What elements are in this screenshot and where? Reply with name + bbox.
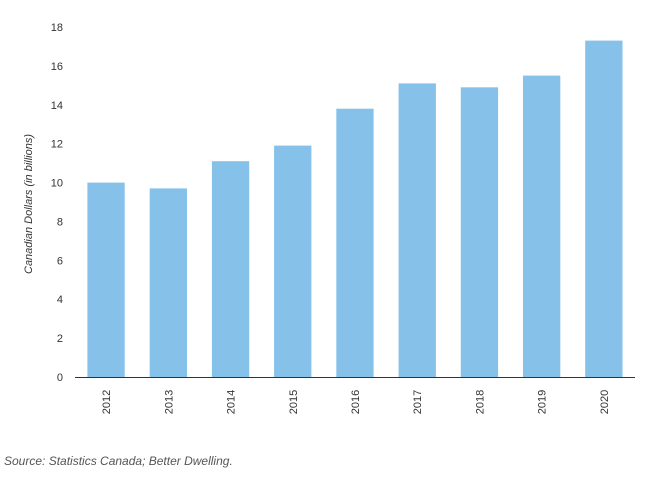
- x-tick-label: 2018: [474, 390, 486, 414]
- y-tick-label: 2: [57, 333, 63, 345]
- y-axis: 0 2 4 6 8 10 12 14 16 18: [51, 22, 63, 384]
- y-tick-label: 14: [51, 100, 63, 112]
- x-tick-label: 2016: [350, 390, 362, 414]
- bar-2017: [398, 83, 436, 378]
- bars: [87, 40, 623, 378]
- bar-2015: [274, 145, 312, 377]
- x-tick-label: 2012: [101, 390, 113, 414]
- source-note: Source: Statistics Canada; Better Dwelli…: [4, 454, 233, 468]
- bar-2019: [523, 75, 561, 377]
- y-tick-label: 16: [51, 61, 63, 73]
- x-tick-label: 2015: [288, 390, 300, 414]
- bar-2016: [336, 108, 374, 377]
- y-tick-label: 4: [57, 294, 63, 306]
- y-tick-label: 18: [51, 22, 63, 34]
- y-tick-label: 8: [57, 216, 63, 228]
- x-tick-label: 2014: [226, 390, 238, 414]
- x-tick-label: 2020: [599, 390, 611, 414]
- y-axis-label: Canadian Dollars (in billions): [23, 134, 35, 274]
- y-tick-label: 0: [57, 372, 63, 384]
- bar-2013: [149, 188, 187, 377]
- x-tick-label: 2019: [537, 390, 549, 414]
- bar-2020: [585, 40, 623, 377]
- x-axis: 2012 2013 2014 2015 2016 2017 2018 2019 2020: [75, 377, 635, 414]
- x-tick-label: 2017: [412, 390, 424, 414]
- bar-2014: [211, 161, 250, 377]
- y-tick-label: 10: [51, 178, 63, 190]
- y-tick-label: 12: [51, 139, 63, 151]
- y-tick-label: 6: [57, 255, 63, 267]
- bar-2018: [460, 87, 499, 378]
- bar-2012: [87, 182, 125, 377]
- x-tick-label: 2013: [163, 390, 175, 414]
